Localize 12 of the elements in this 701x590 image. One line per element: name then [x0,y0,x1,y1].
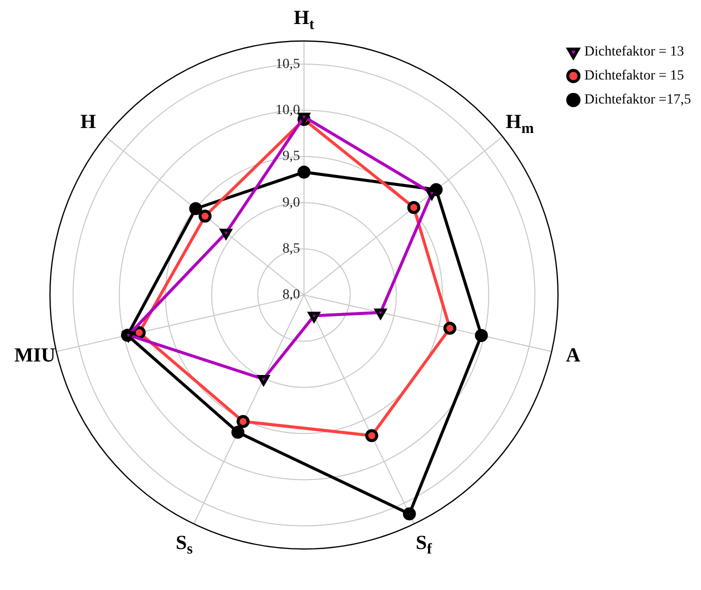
spoke-label: MIU [14,344,56,367]
legend-label: Dichtefaktor = 13 [584,44,684,60]
spoke-label: H [80,111,96,134]
y-tick-label: 10,5 [276,56,300,72]
y-tick-label: 8,0 [282,288,300,303]
y-tick-label: 8,5 [282,241,300,256]
legend-label: Dichtefaktor = 15 [584,68,684,84]
y-tick-label: 9,5 [282,149,300,164]
y-tick-label: 10,0 [276,102,300,118]
y-tick-label: 9,0 [282,195,300,210]
legend-label: Dichtefaktor =17,5 [584,92,691,108]
spoke-label: A [566,344,581,367]
